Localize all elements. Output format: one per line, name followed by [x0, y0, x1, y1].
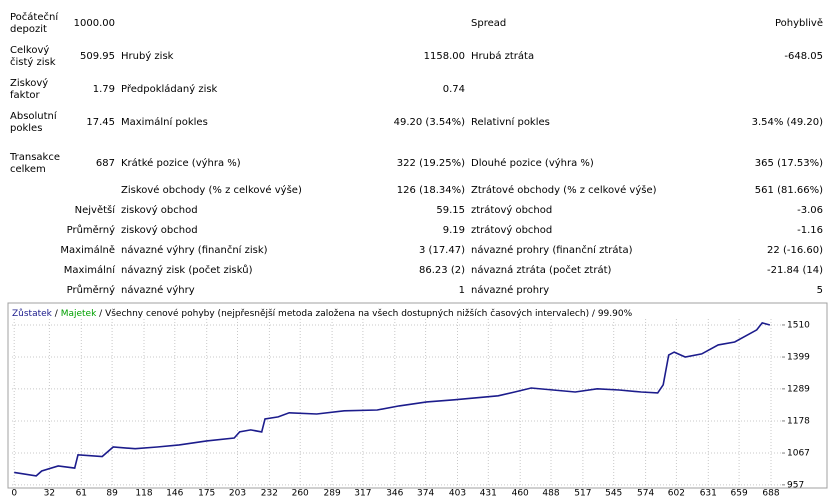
row-value: Největší — [74, 205, 115, 216]
metric-value: 0.74 — [442, 84, 465, 95]
x-tick-label: 460 — [512, 489, 529, 499]
x-tick-label: 89 — [106, 489, 118, 499]
x-tick-label: 61 — [76, 489, 87, 499]
metric-value: 59.15 — [436, 205, 465, 216]
x-tick-label: 289 — [324, 489, 341, 499]
metric-label: ziskový obchod — [121, 225, 198, 236]
metric-value: -21.84 (14) — [767, 265, 823, 276]
x-tick-label: 631 — [700, 489, 717, 499]
row-label: Ziskový faktor — [10, 78, 49, 101]
x-tick-label: 545 — [605, 489, 622, 499]
x-tick-label: 431 — [480, 489, 497, 499]
row-value: 687 — [95, 158, 115, 169]
metric-label: Předpokládaný zisk — [121, 84, 218, 95]
metric-label: Dlouhé pozice (výhra %) — [471, 158, 594, 169]
metric-label: Hrubá ztráta — [471, 51, 535, 62]
x-tick-label: 317 — [354, 489, 371, 499]
metric-value: 22 (-16.60) — [767, 245, 823, 256]
metric-value: 49.20 (3.54%) — [393, 117, 465, 128]
balance-line — [14, 321, 771, 477]
x-tick-label: 0 — [11, 489, 17, 499]
y-tick-label: 957 — [787, 480, 804, 490]
row-value: Maximální — [63, 265, 115, 276]
legend-balance: Zůstatek — [12, 308, 53, 319]
x-tick-label: 260 — [292, 489, 309, 499]
metric-value: -3.06 — [797, 205, 823, 216]
row-label: Transakce celkem — [10, 152, 60, 175]
metric-value: 5 — [816, 285, 823, 296]
metric-label: Maximální pokles — [121, 117, 208, 128]
y-tick-label: 1399 — [787, 353, 810, 363]
x-tick-label: 602 — [668, 489, 685, 499]
row-value: Maximálně — [60, 245, 115, 256]
legend-note: / Všechny cenové pohyby (nejpřesnější me… — [99, 308, 632, 319]
row-label: Absolutní pokles — [10, 111, 57, 134]
legend-separator: / — [55, 309, 59, 319]
metric-value: 126 (18.34%) — [396, 185, 465, 196]
x-tick-label: 32 — [44, 489, 55, 499]
y-tick-label: 1289 — [787, 384, 810, 394]
y-tick-label: 1178 — [787, 416, 810, 426]
legend: Zůstatek / Majetek / Všechny cenové pohy… — [12, 308, 633, 319]
metric-value: 561 (81.66%) — [754, 185, 823, 196]
row-value: Průměrný — [66, 285, 115, 296]
row-value: 1.79 — [92, 84, 115, 95]
metric-value: -648.05 — [784, 51, 823, 62]
metric-label: ztrátový obchod — [471, 205, 553, 216]
metric-value: 9.19 — [442, 225, 465, 236]
metric-label: Ziskové obchody (% z celkové výše) — [121, 185, 302, 196]
metric-label: návazný zisk (počet zisků) — [121, 265, 253, 276]
row-value: 1000.00 — [73, 18, 115, 29]
y-tick-label: 1510 — [787, 320, 810, 330]
x-tick-label: 517 — [574, 489, 591, 499]
metric-value: 1158.00 — [423, 51, 465, 62]
metric-label: návazné výhry — [121, 285, 195, 296]
x-tick-label: 374 — [417, 489, 434, 499]
row-value: Průměrný — [66, 225, 115, 236]
row-label: Počáteční depozit — [10, 12, 59, 35]
metric-label: Hrubý zisk — [121, 51, 174, 62]
metric-value: 365 (17.53%) — [754, 158, 823, 169]
x-tick-label: 574 — [637, 489, 654, 499]
metric-label: Ztrátové obchody (% z celkové výše) — [471, 185, 657, 196]
metric-label: ziskový obchod — [121, 205, 198, 216]
metric-label: návazná ztráta (počet ztrát) — [471, 265, 612, 276]
metric-value: Pohyblivě — [774, 18, 823, 29]
row-value: 17.45 — [86, 117, 115, 128]
legend-equity: Majetek — [61, 309, 97, 319]
metric-label: návazné výhry (finanční zisk) — [121, 245, 268, 256]
metric-label: ztrátový obchod — [471, 225, 553, 236]
row-value: 509.95 — [80, 51, 115, 62]
metric-value: 322 (19.25%) — [396, 158, 465, 169]
x-tick-label: 175 — [198, 489, 215, 499]
x-tick-label: 203 — [229, 489, 246, 499]
metric-label: návazné prohry — [471, 285, 550, 296]
x-tick-label: 659 — [731, 489, 748, 499]
metric-label: Spread — [471, 18, 507, 29]
row-label: Celkový čistý zisk — [10, 45, 56, 68]
x-tick-label: 232 — [261, 489, 278, 499]
metric-label: Krátké pozice (výhra %) — [121, 158, 241, 169]
metric-value: 1 — [458, 285, 465, 296]
chart-frame — [7, 302, 828, 489]
metric-label: návazné prohry (finanční ztráta) — [471, 245, 633, 256]
x-tick-label: 688 — [762, 489, 779, 499]
x-tick-label: 488 — [542, 489, 559, 499]
metric-value: 86.23 (2) — [419, 265, 465, 276]
x-tick-label: 146 — [166, 489, 183, 499]
x-tick-label: 403 — [449, 489, 466, 499]
x-tick-label: 118 — [135, 489, 152, 499]
metric-value: 3.54% (49.20) — [751, 117, 823, 128]
metric-label: Relativní pokles — [471, 117, 550, 128]
metric-value: 3 (17.47) — [419, 245, 465, 256]
x-tick-label: 346 — [386, 489, 403, 499]
y-tick-label: 1067 — [787, 449, 810, 459]
metric-value: -1.16 — [797, 225, 823, 236]
